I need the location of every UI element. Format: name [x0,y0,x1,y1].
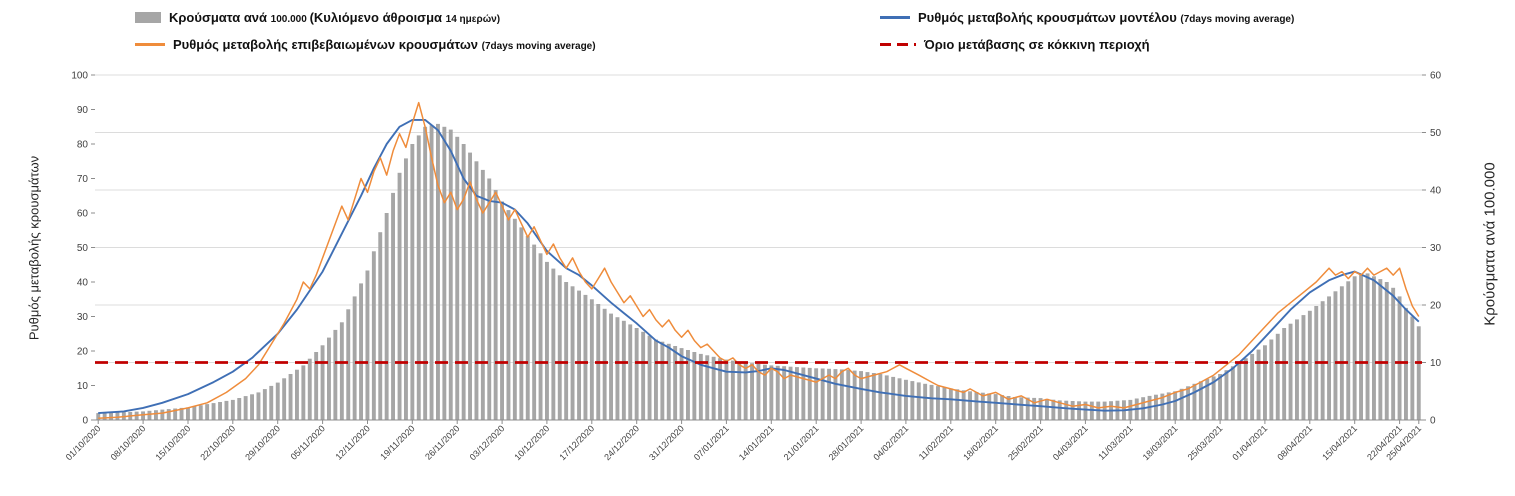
svg-text:0: 0 [82,416,88,427]
svg-text:50: 50 [1430,128,1442,139]
legend-swatch-red-threshold [880,42,916,46]
svg-text:90: 90 [77,105,89,116]
svg-text:10/12/2020: 10/12/2020 [512,423,551,462]
svg-text:04/03/2021: 04/03/2021 [1051,423,1090,462]
svg-text:15/04/2021: 15/04/2021 [1320,423,1359,462]
svg-text:30: 30 [77,312,89,323]
right-axis-title: Κρούσματα ανά 100.000 [1481,162,1499,326]
svg-text:01/04/2021: 01/04/2021 [1230,423,1269,462]
svg-text:80: 80 [77,140,89,151]
svg-text:30: 30 [1430,243,1442,254]
svg-text:21/01/2021: 21/01/2021 [782,423,821,462]
svg-text:08/04/2021: 08/04/2021 [1275,423,1314,462]
svg-text:17/12/2020: 17/12/2020 [557,423,596,462]
legend-label-confirmed-rate: Ρυθμός μεταβολής επιβεβαιωμένων κρουσμάτ… [173,36,596,52]
legend-item-confirmed-rate: Ρυθμός μεταβολής επιβεβαιωμένων κρουσμάτ… [135,33,880,55]
svg-text:50: 50 [77,243,89,254]
svg-text:03/12/2020: 03/12/2020 [468,423,507,462]
svg-text:05/11/2020: 05/11/2020 [289,423,327,461]
svg-text:07/01/2021: 07/01/2021 [692,423,731,462]
svg-text:25/03/2021: 25/03/2021 [1186,423,1225,462]
svg-text:40: 40 [1430,186,1442,197]
legend-label-model-rate: Ρυθμός μεταβολής κρουσμάτων μοντέλου (7d… [918,9,1295,25]
legend-label-cases-bars: Κρούσματα ανά 100.000 (Κυλιόμενο άθροισμ… [169,9,501,25]
svg-text:100: 100 [71,71,88,82]
svg-text:26/11/2020: 26/11/2020 [423,423,461,461]
svg-text:01/10/2020: 01/10/2020 [64,423,103,462]
svg-text:40: 40 [77,278,89,289]
left-axis-title: Ρυθμός μεταβολής κρουσμάτων [26,155,42,341]
svg-text:08/10/2020: 08/10/2020 [109,423,148,462]
svg-text:31/12/2020: 31/12/2020 [647,423,686,462]
svg-text:28/01/2021: 28/01/2021 [827,423,866,462]
confirmed-rate-line [98,101,1420,420]
svg-text:04/02/2021: 04/02/2021 [871,423,910,462]
svg-text:20: 20 [77,347,89,358]
chart-legend: Κρούσματα ανά 100.000 (Κυλιόμενο άθροισμ… [135,6,1294,55]
legend-item-red-threshold: Όριο μετάβασης σε κόκκινη περιοχή [880,33,1294,55]
svg-text:20: 20 [1430,301,1442,312]
legend-item-cases-bars: Κρούσματα ανά 100.000 (Κυλιόμενο άθροισμ… [135,6,880,28]
legend-swatch-confirmed-rate [135,42,165,46]
svg-text:18/02/2021: 18/02/2021 [961,423,1000,462]
svg-text:14/01/2021: 14/01/2021 [737,423,776,462]
svg-text:70: 70 [77,174,89,185]
legend-label-red-threshold: Όριο μετάβασης σε κόκκινη περιοχή [924,36,1150,52]
svg-text:12/11/2020: 12/11/2020 [333,423,371,461]
svg-text:18/03/2021: 18/03/2021 [1141,423,1180,462]
legend-swatch-cases-bars [135,11,161,23]
svg-text:22/10/2020: 22/10/2020 [198,423,237,462]
svg-text:15/10/2020: 15/10/2020 [153,423,192,462]
svg-text:24/12/2020: 24/12/2020 [602,423,641,462]
svg-text:0: 0 [1430,416,1436,427]
svg-text:29/10/2020: 29/10/2020 [243,423,282,462]
svg-text:60: 60 [77,209,89,220]
svg-text:10: 10 [77,381,89,392]
cases-bars-series [96,123,1421,421]
svg-text:19/11/2020: 19/11/2020 [378,423,416,461]
svg-text:10: 10 [1430,358,1442,369]
svg-text:60: 60 [1430,71,1442,82]
svg-text:11/03/2021: 11/03/2021 [1096,423,1134,461]
model-rate-line [98,118,1420,415]
svg-text:25/02/2021: 25/02/2021 [1006,423,1045,462]
gridlines [95,74,1422,363]
svg-text:11/02/2021: 11/02/2021 [917,423,955,461]
legend-swatch-model-rate [880,15,910,19]
legend-item-model-rate: Ρυθμός μεταβολής κρουσμάτων μοντέλου (7d… [880,6,1294,28]
